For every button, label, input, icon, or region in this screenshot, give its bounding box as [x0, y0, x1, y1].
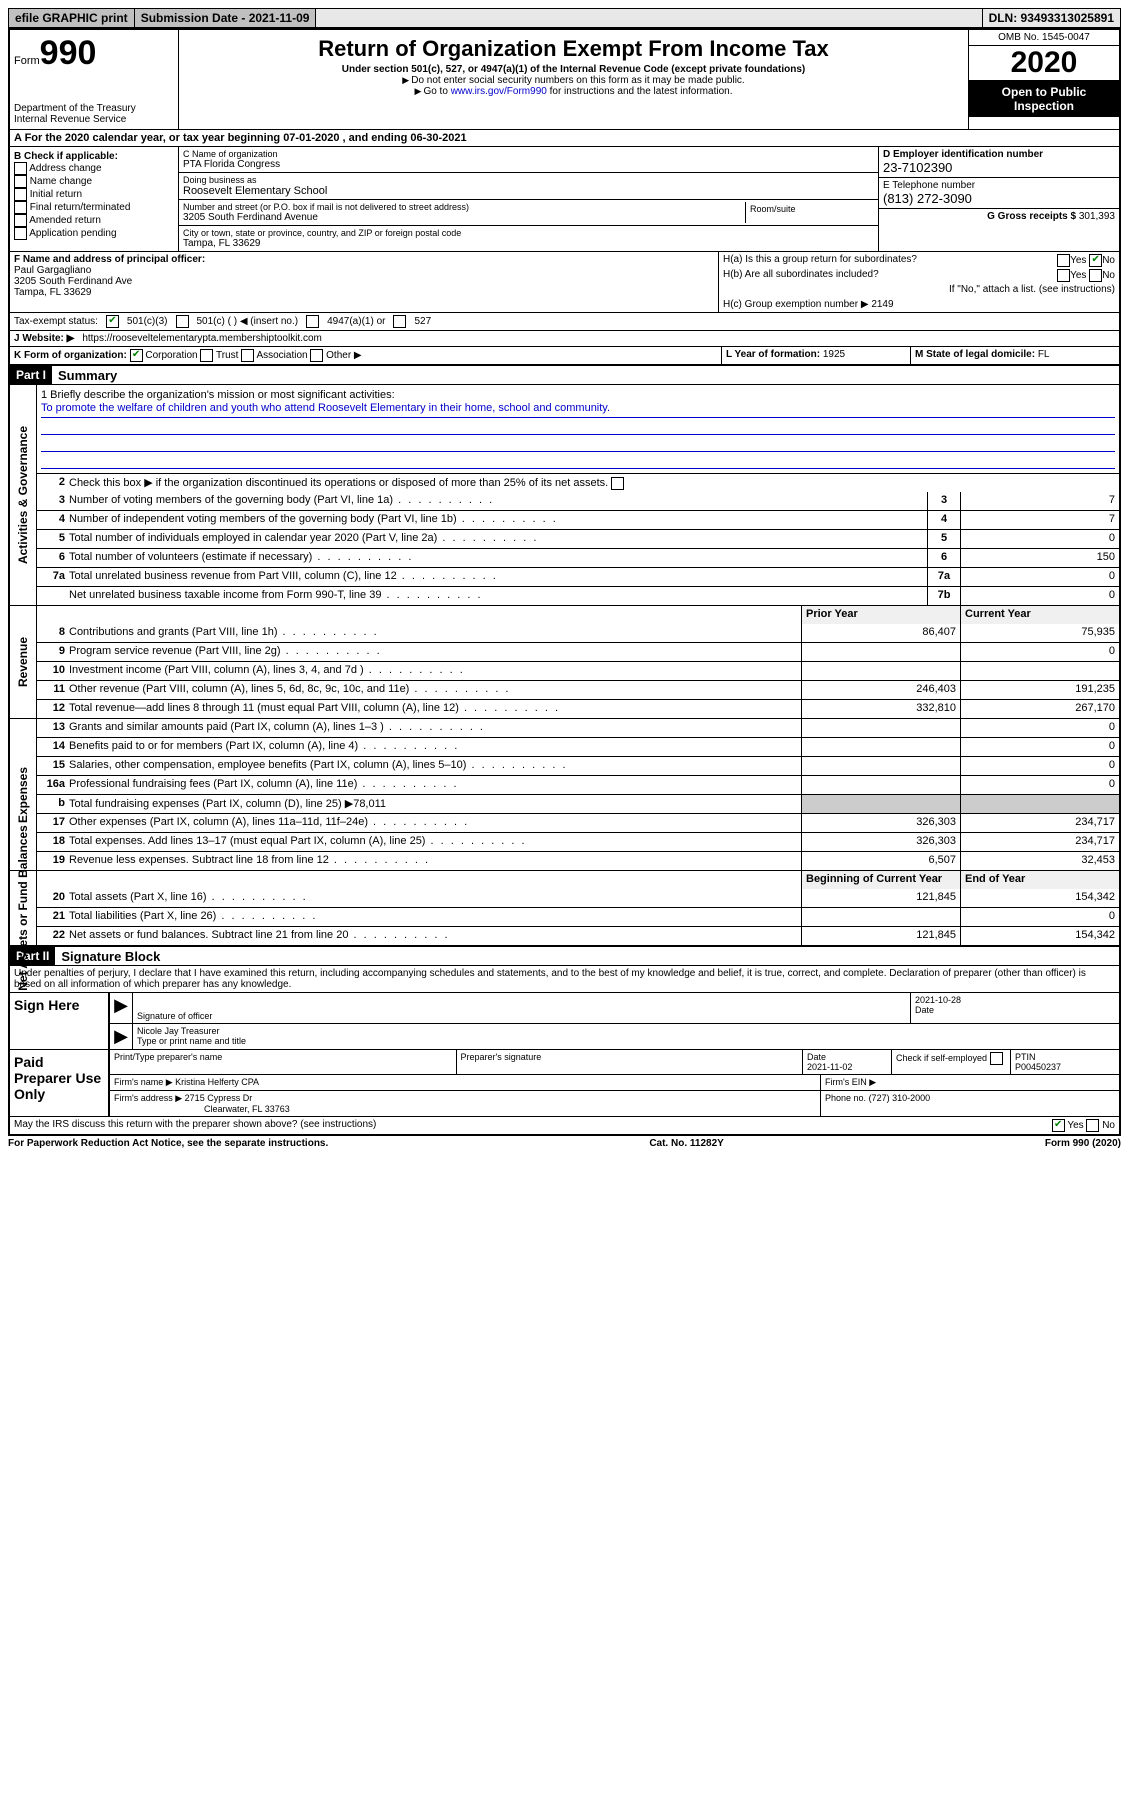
summary-line: 4Number of independent voting members of… [37, 510, 1119, 529]
table-row: 21Total liabilities (Part X, line 26)0 [37, 907, 1119, 926]
year-formation: 1925 [823, 349, 845, 360]
sign-date: 2021-10-28 [915, 995, 1115, 1005]
chk-discuss-no[interactable] [1086, 1119, 1099, 1132]
street-address: 3205 South Ferdinand Avenue [183, 212, 745, 223]
dba-name: Roosevelt Elementary School [183, 185, 874, 197]
year-block: OMB No. 1545-0047 2020 Open to Public In… [968, 30, 1119, 129]
table-row: 9Program service revenue (Part VIII, lin… [37, 642, 1119, 661]
mission-text: To promote the welfare of children and y… [41, 401, 1115, 418]
table-row: 19Revenue less expenses. Subtract line 1… [37, 851, 1119, 870]
chk-assoc[interactable] [241, 349, 254, 362]
inspection-label: Open to Public Inspection [969, 81, 1119, 117]
city-state-zip: Tampa, FL 33629 [183, 238, 874, 249]
table-row: 15Salaries, other compensation, employee… [37, 756, 1119, 775]
tax-year: 2020 [969, 46, 1119, 81]
chk-4947[interactable] [306, 315, 319, 328]
part1-header: Part I Summary [10, 364, 1119, 384]
row-k-formorg: K Form of organization: Corporation Trus… [10, 346, 1119, 364]
chk-amended[interactable]: Amended return [14, 214, 174, 227]
summary-line: 3Number of voting members of the governi… [37, 492, 1119, 510]
section-governance: Activities & Governance 1 Briefly descri… [10, 384, 1119, 605]
chk-501c[interactable] [176, 315, 189, 328]
paid-preparer-block: Paid Preparer Use Only Print/Type prepar… [10, 1049, 1119, 1116]
form-title: Return of Organization Exempt From Incom… [183, 36, 964, 62]
chk-final-return[interactable]: Final return/terminated [14, 201, 174, 214]
table-row: 14Benefits paid to or for members (Part … [37, 737, 1119, 756]
officer-name-title: Nicole Jay Treasurer [137, 1026, 1115, 1036]
table-row: 13Grants and similar amounts paid (Part … [37, 719, 1119, 737]
website-value: https://rooseveltelementarypta.membershi… [82, 333, 322, 344]
col-d-ein: D Employer identification number 23-7102… [878, 147, 1119, 251]
form-title-block: Return of Organization Exempt From Incom… [179, 30, 968, 129]
group-exemption: 2149 [871, 299, 893, 310]
omb-label: OMB No. 1545-0047 [969, 30, 1119, 46]
summary-line: 6Total number of volunteers (estimate if… [37, 548, 1119, 567]
page-footer: For Paperwork Reduction Act Notice, see … [8, 1136, 1121, 1151]
section-expenses: Expenses 13Grants and similar amounts pa… [10, 718, 1119, 870]
summary-line: 7aTotal unrelated business revenue from … [37, 567, 1119, 586]
firm-phone: (727) 310-2000 [869, 1093, 931, 1103]
chk-name-change[interactable]: Name change [14, 175, 174, 188]
ptin: P00450237 [1015, 1062, 1061, 1072]
table-row: 10Investment income (Part VIII, column (… [37, 661, 1119, 680]
submission-date-button[interactable]: Submission Date - 2021-11-09 [135, 9, 317, 27]
chk-discontinued[interactable] [611, 477, 624, 490]
chk-other[interactable] [310, 349, 323, 362]
chk-corp[interactable] [130, 349, 143, 362]
perjury-text: Under penalties of perjury, I declare th… [10, 965, 1119, 992]
table-row: 17Other expenses (Part IX, column (A), l… [37, 813, 1119, 832]
row-i-taxstatus: Tax-exempt status: 501(c)(3) 501(c) ( ) … [10, 312, 1119, 330]
col-b-checkboxes: B Check if applicable: Address change Na… [10, 147, 179, 251]
irs-discuss-row: May the IRS discuss this return with the… [10, 1116, 1119, 1134]
firm-name: Kristina Helferty CPA [175, 1077, 259, 1087]
efile-print-button[interactable]: efile GRAPHIC print [9, 9, 135, 27]
form-container: Form990 Department of the Treasury Inter… [8, 28, 1121, 1136]
table-row: 11Other revenue (Part VIII, column (A), … [37, 680, 1119, 699]
top-toolbar: efile GRAPHIC print Submission Date - 20… [8, 8, 1121, 28]
prep-date: 2021-11-02 [807, 1062, 852, 1072]
row-j-website: J Website: ▶ https://rooseveltelementary… [10, 330, 1119, 346]
dept-label: Department of the Treasury Internal Reve… [14, 103, 174, 125]
irs-link[interactable]: www.irs.gov/Form990 [451, 86, 547, 97]
chk-trust[interactable] [200, 349, 213, 362]
phone-value: (813) 272-3090 [883, 191, 1115, 206]
table-row: 22Net assets or fund balances. Subtract … [37, 926, 1119, 945]
table-row: bTotal fundraising expenses (Part IX, co… [37, 794, 1119, 813]
form-id-block: Form990 Department of the Treasury Inter… [10, 30, 179, 129]
chk-app-pending[interactable]: Application pending [14, 227, 174, 240]
col-h-group: H(a) Is this a group return for subordin… [718, 252, 1119, 312]
firm-addr: 2715 Cypress Dr [185, 1093, 253, 1103]
chk-initial-return[interactable]: Initial return [14, 188, 174, 201]
table-row: 20Total assets (Part X, line 16)121,8451… [37, 889, 1119, 907]
mission-block: 1 Briefly describe the organization's mi… [37, 385, 1119, 473]
officer-name: Paul Gargagliano [14, 265, 91, 276]
summary-line: Net unrelated business taxable income fr… [37, 586, 1119, 605]
row-a-taxyear: A For the 2020 calendar year, or tax yea… [10, 129, 1119, 146]
section-netassets: Net Assets or Fund Balances Beginning of… [10, 870, 1119, 945]
table-row: 8Contributions and grants (Part VIII, li… [37, 624, 1119, 642]
table-row: 16aProfessional fundraising fees (Part I… [37, 775, 1119, 794]
col-f-officer: F Name and address of principal officer:… [10, 252, 718, 312]
chk-self-employed[interactable] [990, 1052, 1003, 1065]
dln-label: DLN: 93493313025891 [982, 9, 1120, 27]
summary-line: 5Total number of individuals employed in… [37, 529, 1119, 548]
ein-value: 23-7102390 [883, 160, 1115, 175]
org-name: PTA Florida Congress [183, 159, 874, 170]
table-row: 18Total expenses. Add lines 13–17 (must … [37, 832, 1119, 851]
chk-address-change[interactable]: Address change [14, 162, 174, 175]
chk-501c3[interactable] [106, 315, 119, 328]
chk-discuss-yes[interactable] [1052, 1119, 1065, 1132]
table-row: 12Total revenue—add lines 8 through 11 (… [37, 699, 1119, 718]
part2-header: Part II Signature Block [10, 945, 1119, 965]
sign-here-block: Sign Here ▶ Signature of officer 2021-10… [10, 992, 1119, 1049]
gross-receipts: 301,393 [1079, 211, 1115, 222]
section-revenue: Revenue Prior YearCurrent Year 8Contribu… [10, 605, 1119, 718]
state-domicile: FL [1038, 349, 1050, 360]
col-c-orginfo: C Name of organization PTA Florida Congr… [179, 147, 878, 251]
form-subtitle: Under section 501(c), 527, or 4947(a)(1)… [183, 64, 964, 75]
chk-527[interactable] [393, 315, 406, 328]
